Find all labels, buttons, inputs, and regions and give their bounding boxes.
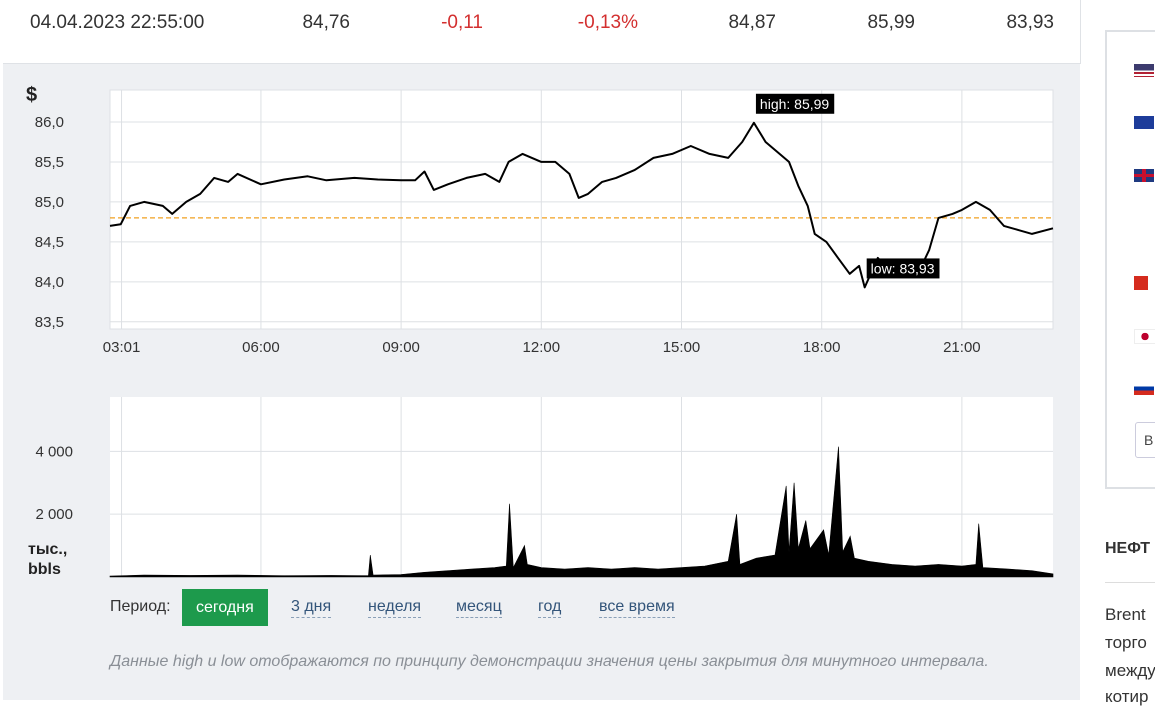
x-tick-label: 18:00 (803, 339, 841, 356)
annotation-box (755, 93, 835, 114)
volume-plot-area (110, 397, 1053, 577)
quote-datetime: 04.04.2023 22:55:00 (30, 12, 205, 33)
period-option[interactable]: год (538, 597, 562, 618)
sidebar-text: котир (1105, 687, 1149, 706)
quote-change-pct: -0,13% (577, 12, 638, 33)
y-tick-label: 4 000 (35, 443, 73, 460)
price-plot-area (109, 89, 1054, 330)
annotation: high: 85,99 (755, 93, 835, 114)
divider (1105, 582, 1155, 583)
x-tick-label: 09:00 (382, 339, 420, 356)
volume-area (109, 446, 1054, 578)
quote-last: 84,76 (302, 12, 350, 33)
y-tick-label: 84,0 (35, 274, 64, 291)
annotation-label: high: 85,99 (760, 96, 829, 112)
y-tick-label: 85,5 (35, 154, 64, 171)
y-tick-label: 85,0 (35, 194, 64, 211)
period-label: Период: (110, 598, 171, 615)
flag-icon[interactable] (1134, 116, 1154, 129)
quote-low: 83,93 (1006, 12, 1054, 33)
y-axis-label: $ (26, 84, 37, 106)
quote-high: 85,99 (867, 12, 915, 33)
flag-icon[interactable] (1134, 64, 1154, 77)
sidebar-text: между (1105, 661, 1155, 680)
converter-input[interactable]: В (1135, 422, 1155, 458)
quote-change: -0,11 (441, 12, 483, 33)
annotation-box (866, 258, 940, 279)
x-tick-label: 21:00 (943, 339, 981, 356)
currency-box: В (1105, 30, 1155, 489)
x-tick-label: 15:00 (663, 339, 701, 356)
annotation-label: low: 83,93 (871, 260, 935, 276)
period-option[interactable]: 3 дня (291, 597, 332, 618)
y-tick-label: 84,5 (35, 234, 64, 251)
sidebar-heading: НЕФТ (1105, 540, 1151, 557)
quote-row: 04.04.2023 22:55:00 84,76 -0,11 -0,13% 8… (3, 0, 1081, 64)
period-option[interactable]: все время (599, 597, 675, 618)
flag-icon[interactable] (1134, 382, 1154, 395)
volume-axis-label: тыс., bbls (28, 541, 68, 578)
y-tick-label: 83,5 (35, 314, 64, 331)
annotation: low: 83,93 (866, 258, 940, 279)
flag-icon[interactable] (1134, 169, 1154, 182)
x-tick-label: 06:00 (242, 339, 280, 356)
charts: $ 83,5 84,0 84,5 85,0 85,5 86,0 03:01 06:00 09:0… (26, 84, 1054, 578)
flag-icon[interactable] (1134, 276, 1148, 290)
sidebar-text: Brent (1105, 605, 1146, 624)
sidebar-text: торго (1105, 633, 1147, 652)
period-option[interactable]: неделя (368, 597, 422, 618)
footnote: Данные high и low отображаются по принци… (110, 653, 989, 670)
y-tick-label: 86,0 (35, 114, 64, 131)
period-option[interactable]: сегодня (182, 589, 268, 626)
flag-icon[interactable] (1134, 329, 1155, 344)
period-option[interactable]: месяц (456, 597, 502, 618)
x-tick-label: 03:01 (103, 339, 141, 356)
x-tick-label: 12:00 (523, 339, 561, 356)
quote-open: 84,87 (728, 12, 776, 33)
y-tick-label: 2 000 (35, 506, 73, 523)
